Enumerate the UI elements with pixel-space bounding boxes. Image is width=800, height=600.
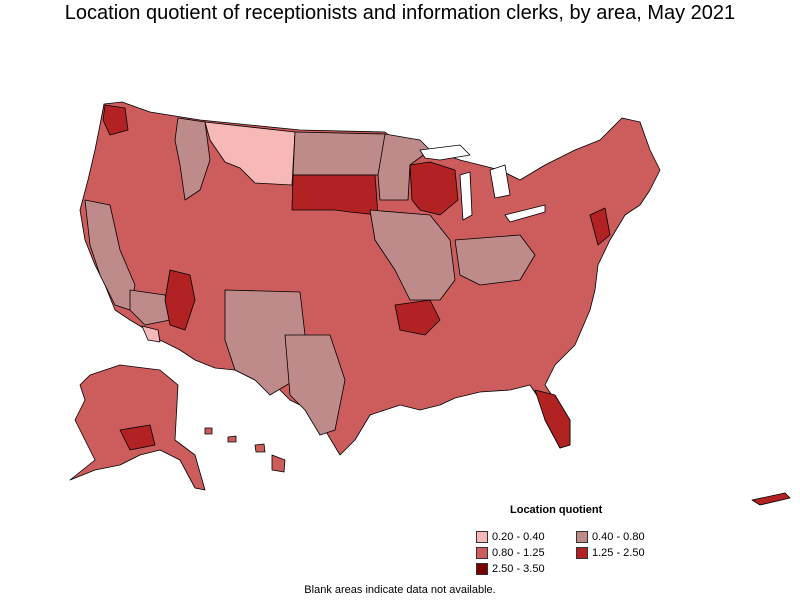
region-florida-south[interactable] — [534, 389, 571, 449]
region-texas-west[interactable] — [284, 334, 346, 436]
region-kentucky[interactable] — [454, 234, 536, 286]
footnote: Blank areas indicate data not available. — [304, 584, 496, 596]
region-hawaii-big[interactable] — [271, 454, 286, 473]
region-midwest[interactable] — [369, 209, 456, 301]
legend-swatch-2 — [476, 547, 488, 559]
region-idaho[interactable] — [174, 117, 211, 201]
legend-item-2: 0.80 - 1.25 — [476, 547, 545, 559]
region-puerto-rico[interactable] — [751, 492, 791, 506]
legend-item-4: 2.50 - 3.50 — [476, 563, 545, 575]
legend-swatch-0 — [476, 531, 488, 543]
lake-michigan — [459, 171, 473, 221]
legend-item-3: 1.25 - 2.50 — [576, 547, 645, 559]
legend-item-1: 0.40 - 0.80 — [576, 531, 645, 543]
lake-huron — [489, 164, 511, 199]
legend-swatch-3 — [576, 547, 588, 559]
lake-erie — [504, 204, 546, 223]
region-north-dakota[interactable] — [292, 131, 391, 176]
region-oklahoma-ozark[interactable] — [394, 299, 441, 336]
map-title: Location quotient of receptionists and i… — [64, 2, 736, 24]
region-hawaii-maui[interactable] — [254, 443, 266, 453]
region-wisconsin[interactable] — [409, 161, 459, 216]
region-new-mexico[interactable] — [224, 289, 306, 396]
region-minnesota[interactable] — [377, 133, 431, 201]
region-imperial[interactable] — [141, 325, 161, 343]
legend-swatch-4 — [476, 563, 488, 575]
legend-swatch-1 — [576, 531, 588, 543]
legend-title: Location quotient — [510, 504, 603, 516]
legend-label-4: 2.50 - 3.50 — [492, 563, 545, 575]
region-nj-corridor[interactable] — [589, 207, 611, 246]
region-washington-coast[interactable] — [102, 104, 129, 136]
legend-label-0: 0.20 - 0.40 — [492, 531, 545, 543]
region-arizona-central[interactable] — [164, 269, 196, 331]
region-south-dakota[interactable] — [291, 174, 379, 216]
legend-label-2: 0.80 - 1.25 — [492, 547, 545, 559]
legend-label-1: 0.40 - 0.80 — [592, 531, 645, 543]
region-socal-desert[interactable] — [129, 289, 171, 326]
legend-label-3: 1.25 - 2.50 — [592, 547, 645, 559]
region-alaska-south[interactable] — [119, 424, 156, 451]
legend-item-0: 0.20 - 0.40 — [476, 531, 545, 543]
region-hawaii-kauai[interactable] — [204, 427, 213, 435]
region-hawaii-oahu[interactable] — [227, 435, 237, 443]
lake-superior — [419, 144, 471, 161]
